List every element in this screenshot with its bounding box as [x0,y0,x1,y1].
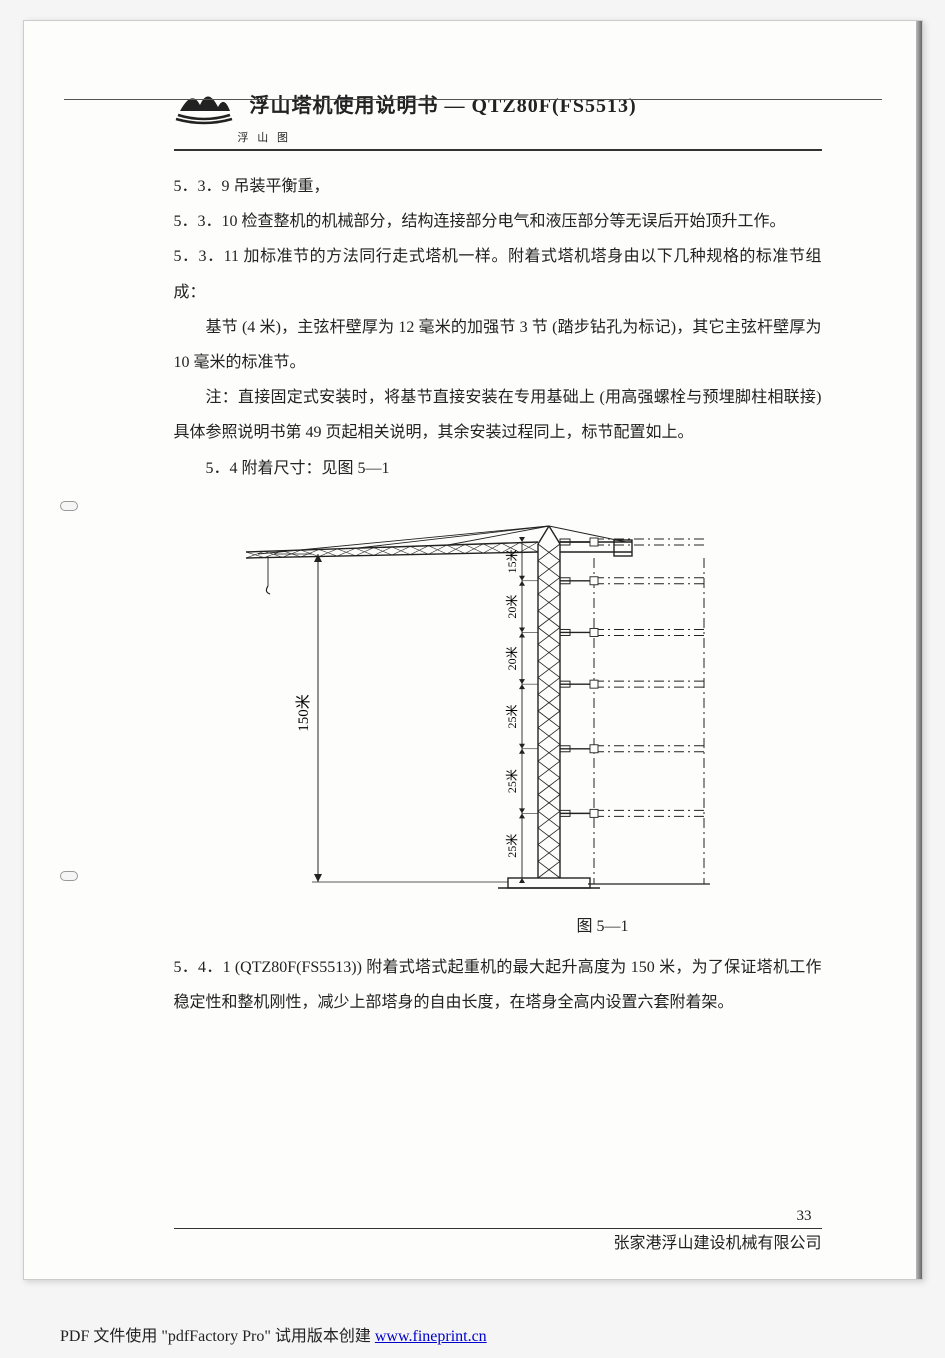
footer-company: 张家港浮山建设机械有限公司 [613,1229,821,1253]
doc-title: 浮山塔机使用说明书 — QTZ80F(FS5513) [250,89,637,118]
crane-figure: 150米 25米 25米 25米 20米 20米 15米 [174,504,822,904]
scan-right-edge [916,21,922,1279]
doc-header: 浮山塔机使用说明书 — QTZ80F(FS5513) [174,81,822,125]
para: 注：直接固定式安装时，将基节直接安装在专用基础上 (用高强螺栓与预埋脚柱相联接)… [174,380,822,450]
header-sub: 浮 山 图 [238,129,822,145]
header-rule [174,149,822,151]
svg-text:25米: 25米 [505,769,519,793]
pdf-prefix: PDF 文件使用 "pdfFactory Pro" 试用版本创建 [60,1328,375,1345]
crane-diagram: 150米 25米 25米 25米 20米 20米 15米 [228,504,768,904]
svg-text:25米: 25米 [505,704,519,728]
para: 5．3．10 检查整机的机械部分，结构连接部分电气和液压部分等无误后开始顶升工作… [174,204,822,239]
punch-hole [60,501,78,511]
para: 5．3．11 加标准节的方法同行走式塔机一样。附着式塔机塔身由以下几种规格的标准… [174,239,822,309]
scan-edge [64,99,882,100]
svg-text:15米: 15米 [505,549,519,573]
logo-icon [174,81,234,125]
svg-text:20米: 20米 [505,646,519,670]
svg-text:150米: 150米 [295,694,312,732]
para: 5．3．9 吊装平衡重， [174,169,822,204]
figure-caption: 图 5—1 [384,912,822,936]
para: 基节 (4 米)，主弦杆壁厚为 12 毫米的加强节 3 节 (踏步钻孔为标记)，… [174,310,822,380]
body-text-lower: 5．4．1 (QTZ80F(FS5513)) 附着式塔式起重机的最大起升高度为 … [174,950,822,1020]
para: 5．4 附着尺寸：见图 5—1 [174,451,822,486]
pdf-link[interactable]: www.fineprint.cn [375,1328,487,1345]
page-number: 33 [797,1208,812,1225]
svg-text:20米: 20米 [505,594,519,618]
document-page: 浮山塔机使用说明书 — QTZ80F(FS5513) 浮 山 图 5．3．9 吊… [23,20,923,1280]
punch-hole [60,871,78,881]
pdf-watermark: PDF 文件使用 "pdfFactory Pro" 试用版本创建 www.fin… [60,1322,487,1346]
svg-text:25米: 25米 [505,833,519,857]
body-text: 5．3．9 吊装平衡重， 5．3．10 检查整机的机械部分，结构连接部分电气和液… [174,169,822,486]
para: 5．4．1 (QTZ80F(FS5513)) 附着式塔式起重机的最大起升高度为 … [174,950,822,1020]
